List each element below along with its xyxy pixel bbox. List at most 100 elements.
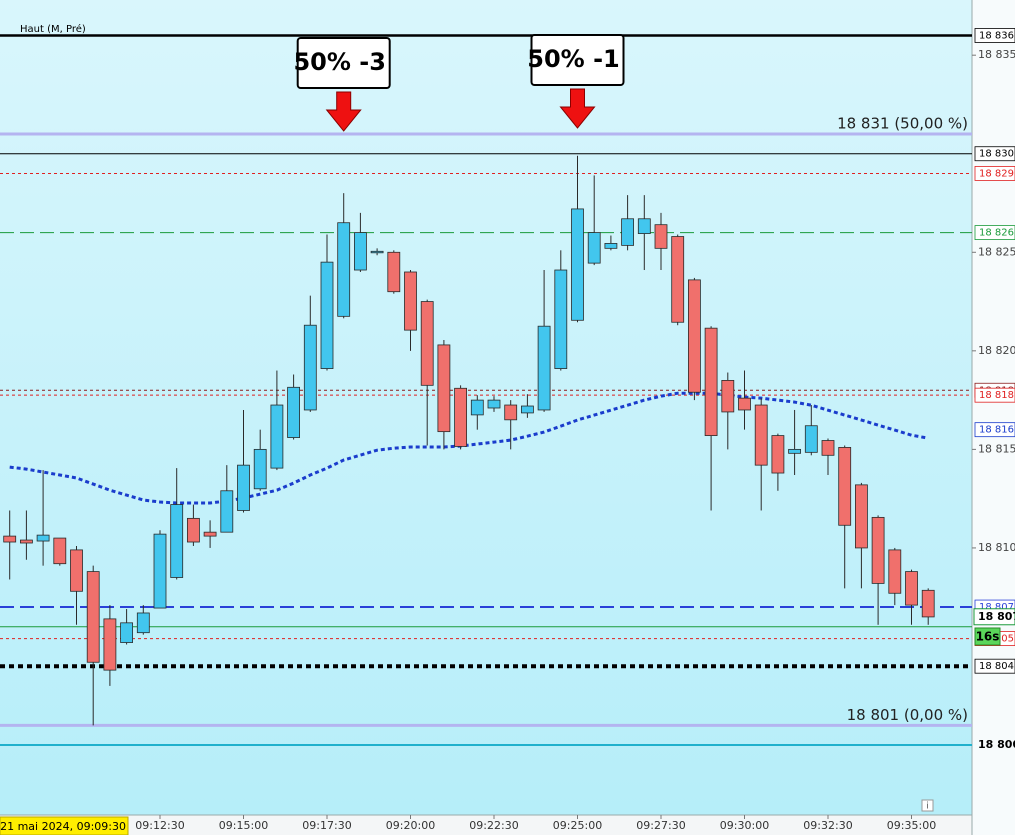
level-label-box xyxy=(974,387,1015,403)
candle-body xyxy=(70,549,83,592)
candle-body xyxy=(53,537,67,565)
candle-body xyxy=(888,549,902,594)
candle-body xyxy=(404,271,417,331)
candle-body xyxy=(905,571,918,606)
candle-body xyxy=(186,517,200,543)
ma-label: 18 816 xyxy=(979,425,1014,436)
candle-body xyxy=(704,327,718,436)
current-price-label: 18 807 xyxy=(978,610,1015,623)
candle-body xyxy=(170,504,184,578)
level-label: 18 826 xyxy=(979,228,1014,239)
y-tick-label: 18 810 xyxy=(978,541,1015,554)
candle-body xyxy=(19,539,33,544)
current-price-box xyxy=(973,608,1015,626)
chart-layer: 18 835 18 825 18 820 18 815 18 810 09:12:30 09… xyxy=(0,28,1015,835)
countdown-box xyxy=(974,627,1001,646)
candle-body xyxy=(838,447,852,526)
level-label: 18 830 xyxy=(979,149,1014,160)
candle-body xyxy=(3,535,17,543)
y-tick-label: 18 835 xyxy=(978,48,1015,61)
candle-body xyxy=(320,261,334,369)
x-tick-label: 09:22:30 xyxy=(469,819,518,832)
moving-average xyxy=(9,391,929,505)
annotation-arrow xyxy=(325,91,362,132)
candle-body xyxy=(437,344,451,433)
annotation-text: 50% -1 xyxy=(527,45,619,73)
y-axis-background xyxy=(972,0,1015,835)
candle-body xyxy=(688,279,701,393)
candle-body xyxy=(36,534,50,542)
x-tick-label: 09:20:00 xyxy=(386,819,435,832)
candle-body xyxy=(420,301,434,386)
candle-body xyxy=(270,404,284,469)
candle-body xyxy=(621,218,634,246)
y-tick-label: 18 825 xyxy=(978,245,1015,258)
y-tick-label: 18 820 xyxy=(978,344,1015,357)
candle-body xyxy=(604,243,618,249)
candle-body xyxy=(237,464,250,511)
ma-label-box xyxy=(974,422,1015,438)
level-label-box xyxy=(974,658,1015,674)
candle-body xyxy=(220,490,234,533)
candle-body xyxy=(921,589,935,618)
candle-body xyxy=(587,232,601,264)
candle-body xyxy=(754,404,768,466)
candle-body xyxy=(470,399,484,416)
candle-body xyxy=(487,399,501,409)
svg-text:i: i xyxy=(926,802,929,812)
level-label-box xyxy=(974,28,1015,43)
candle-body xyxy=(153,533,167,609)
info-icon: i xyxy=(921,799,934,812)
candle-body xyxy=(86,571,100,663)
candle-body xyxy=(287,386,301,438)
candle-body xyxy=(353,232,367,271)
candle-body xyxy=(387,251,401,293)
annotation-text: 50% -3 xyxy=(293,48,385,76)
level-label: 18 836 xyxy=(979,30,1014,41)
countdown: 16s xyxy=(976,630,1000,644)
candle-body xyxy=(771,435,785,474)
candle-body xyxy=(554,269,568,369)
y-tick-label: 18 815 xyxy=(978,442,1015,455)
x-tick-label: 09:15:00 xyxy=(219,819,268,832)
x-tick-label: 09:25:00 xyxy=(553,819,602,832)
candle-body xyxy=(337,222,351,317)
candle-body xyxy=(721,379,735,413)
candle-body xyxy=(521,405,534,414)
candle-body xyxy=(537,325,551,411)
candle-body xyxy=(303,324,317,411)
x-tick-label: 09:30:00 xyxy=(720,819,769,832)
candle-body xyxy=(370,250,384,254)
candle-body xyxy=(637,218,651,234)
plot-background xyxy=(0,0,972,815)
candle-body xyxy=(136,612,150,634)
level-label-box xyxy=(974,146,1015,162)
candle-body xyxy=(855,484,868,549)
x-tick-label: 09:35:00 xyxy=(887,819,936,832)
candle-body xyxy=(871,516,885,584)
cursor-box xyxy=(0,816,129,835)
candle-body xyxy=(504,404,518,421)
candle-body xyxy=(203,531,217,537)
x-tick-label: 09:27:30 xyxy=(636,819,685,832)
level-label-box xyxy=(974,225,1015,240)
candle-body xyxy=(454,387,468,447)
candle-body xyxy=(738,397,751,411)
level-label: 18 829 xyxy=(979,168,1014,179)
candle-body xyxy=(654,224,668,249)
annotation-arrow xyxy=(559,88,596,129)
candle-body xyxy=(788,448,801,454)
candle-body xyxy=(821,440,835,456)
indicator-label: Haut (M, Pré) xyxy=(20,23,86,35)
annotation-box xyxy=(530,34,625,86)
candle-body xyxy=(671,236,685,323)
x-tick-label: 09:32:30 xyxy=(803,819,852,832)
x-tick-label: 09:17:30 xyxy=(302,819,351,832)
level-label: 18 804 xyxy=(979,661,1014,672)
annotation-box xyxy=(296,37,391,89)
candle-body xyxy=(120,622,133,643)
candle-body xyxy=(103,618,117,671)
x-tick-label: 09:12:30 xyxy=(135,819,184,832)
level-label: 18 800 xyxy=(978,738,1015,751)
